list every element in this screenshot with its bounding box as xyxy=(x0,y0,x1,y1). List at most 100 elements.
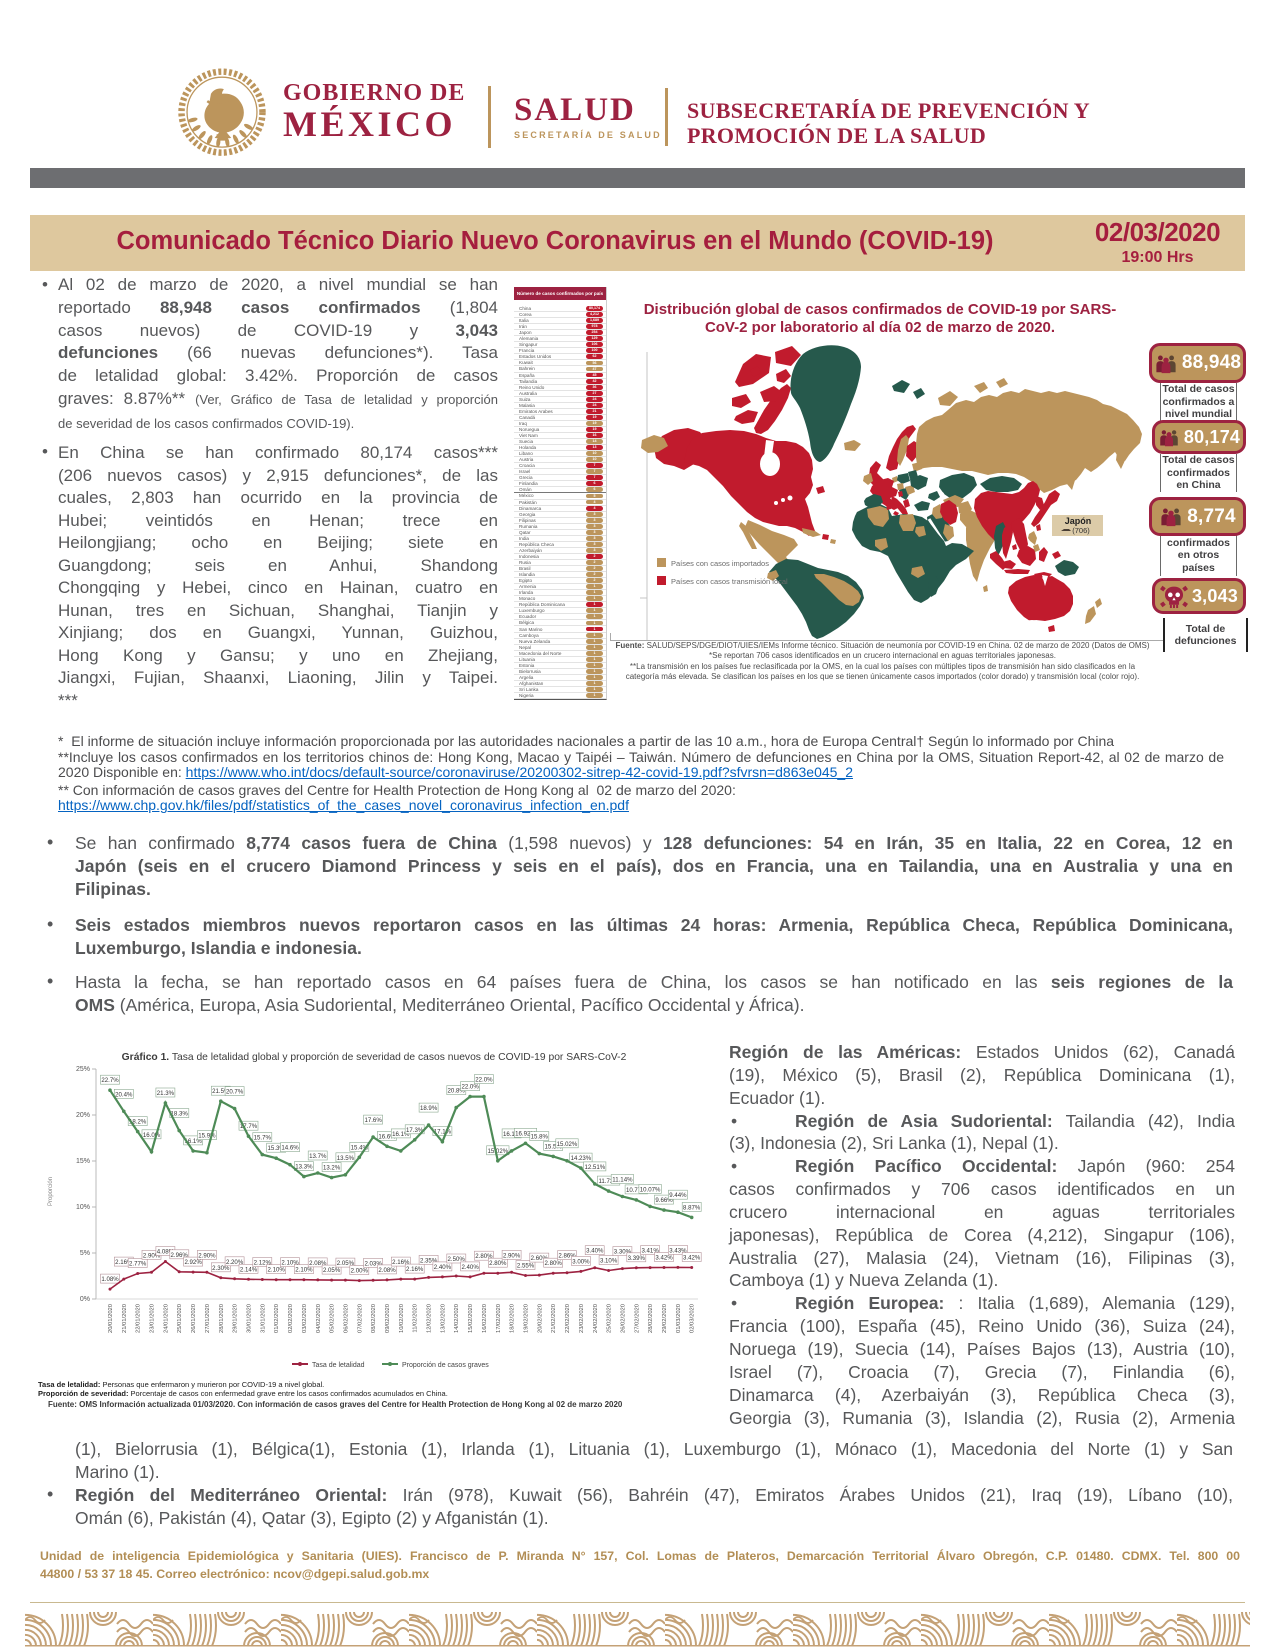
svg-text:20.8%: 20.8% xyxy=(448,1088,466,1095)
svg-text:22.7%: 22.7% xyxy=(101,1077,119,1084)
svg-text:2.00%: 2.00% xyxy=(351,1268,369,1275)
svg-text:2.80%: 2.80% xyxy=(489,1260,507,1267)
svg-text:11.14%: 11.14% xyxy=(612,1177,633,1184)
svg-text:15.8%: 15.8% xyxy=(531,1134,549,1141)
svg-text:18.3%: 18.3% xyxy=(171,1111,189,1118)
svg-text:22.0%: 22.0% xyxy=(461,1084,479,1091)
svg-text:2.03%: 2.03% xyxy=(364,1260,382,1267)
svg-text:21.3%: 21.3% xyxy=(157,1090,175,1097)
svg-text:21/01/2020: 21/01/2020 xyxy=(122,1304,128,1333)
svg-text:2.90%: 2.90% xyxy=(198,1252,216,1259)
svg-text:16.6%: 16.6% xyxy=(378,1133,396,1140)
svg-text:2.40%: 2.40% xyxy=(434,1264,452,1271)
svg-text:Fuente: OMS Información actual: Fuente: OMS Información actualizada 01/0… xyxy=(48,1400,623,1409)
svg-text:2.05%: 2.05% xyxy=(337,1260,355,1267)
svg-text:01/02/2020: 01/02/2020 xyxy=(274,1304,280,1333)
svg-text:17.3%: 17.3% xyxy=(406,1127,424,1134)
svg-text:16.1%: 16.1% xyxy=(184,1138,202,1145)
svg-text:11/02/2020: 11/02/2020 xyxy=(413,1304,419,1333)
svg-text:31/01/2020: 31/01/2020 xyxy=(260,1304,266,1333)
svg-text:08/02/2020: 08/02/2020 xyxy=(371,1304,377,1333)
svg-text:29/02/2020: 29/02/2020 xyxy=(662,1304,668,1333)
svg-text:2.14%: 2.14% xyxy=(240,1266,258,1273)
svg-text:22.0%: 22.0% xyxy=(475,1077,493,1084)
svg-text:14.23%: 14.23% xyxy=(571,1155,592,1162)
svg-text:18/02/2020: 18/02/2020 xyxy=(510,1304,516,1333)
svg-text:20/02/2020: 20/02/2020 xyxy=(537,1304,543,1333)
svg-text:16.0%: 16.0% xyxy=(143,1132,161,1139)
svg-text:8.87%: 8.87% xyxy=(683,1204,701,1211)
svg-text:Tasa de letalidad: Tasa de letalidad xyxy=(312,1362,365,1369)
svg-text:30/01/2020: 30/01/2020 xyxy=(247,1304,253,1333)
svg-text:19/02/2020: 19/02/2020 xyxy=(524,1304,530,1333)
svg-text:3.41%: 3.41% xyxy=(641,1248,659,1255)
svg-text:20/01/2020: 20/01/2020 xyxy=(108,1304,114,1333)
svg-text:01/03/2020: 01/03/2020 xyxy=(676,1304,682,1333)
svg-text:27/01/2020: 27/01/2020 xyxy=(205,1304,211,1333)
svg-text:2.10%: 2.10% xyxy=(295,1267,313,1274)
svg-text:20.4%: 20.4% xyxy=(115,1091,133,1098)
svg-text:23/01/2020: 23/01/2020 xyxy=(150,1304,156,1333)
svg-text:14.6%: 14.6% xyxy=(281,1145,299,1152)
svg-text:17.7%: 17.7% xyxy=(240,1123,258,1130)
svg-text:22/02/2020: 22/02/2020 xyxy=(565,1304,571,1333)
svg-text:15/02/2020: 15/02/2020 xyxy=(468,1304,474,1333)
svg-text:21.5%: 21.5% xyxy=(212,1088,230,1095)
svg-text:11.73%: 11.73% xyxy=(598,1178,619,1185)
svg-text:4.08%: 4.08% xyxy=(157,1249,175,1256)
svg-text:2.10%: 2.10% xyxy=(268,1267,286,1274)
svg-text:24/02/2020: 24/02/2020 xyxy=(593,1304,599,1333)
svg-text:Tasa de letalidad: Personas qu: Tasa de letalidad: Personas que enfermar… xyxy=(38,1380,324,1389)
svg-text:14/02/2020: 14/02/2020 xyxy=(454,1304,460,1333)
svg-text:(706): (706) xyxy=(1072,526,1090,535)
svg-text:27/02/2020: 27/02/2020 xyxy=(634,1304,640,1333)
svg-text:Proporción: Proporción xyxy=(48,1177,54,1206)
svg-text:3.42%: 3.42% xyxy=(655,1255,673,1262)
svg-text:16.1%: 16.1% xyxy=(392,1131,410,1138)
svg-text:13/02/2020: 13/02/2020 xyxy=(440,1304,446,1333)
svg-text:04/02/2020: 04/02/2020 xyxy=(316,1304,322,1333)
svg-text:28/01/2020: 28/01/2020 xyxy=(219,1304,225,1333)
svg-text:16.92%: 16.92% xyxy=(515,1130,536,1137)
svg-text:10/02/2020: 10/02/2020 xyxy=(399,1304,405,1333)
svg-text:15.02%: 15.02% xyxy=(487,1148,508,1155)
svg-text:2.12%: 2.12% xyxy=(254,1260,272,1267)
svg-text:2.96%: 2.96% xyxy=(171,1252,189,1259)
svg-text:2.92%: 2.92% xyxy=(184,1259,202,1266)
svg-text:15.5%: 15.5% xyxy=(545,1143,563,1150)
svg-text:06/02/2020: 06/02/2020 xyxy=(343,1304,349,1333)
svg-text:2.16%: 2.16% xyxy=(115,1259,133,1266)
svg-text:24/01/2020: 24/01/2020 xyxy=(163,1304,169,1333)
svg-text:3.42%: 3.42% xyxy=(683,1255,701,1262)
svg-text:15.02%: 15.02% xyxy=(557,1141,578,1148)
svg-text:21/02/2020: 21/02/2020 xyxy=(551,1304,557,1333)
svg-text:2.90%: 2.90% xyxy=(503,1252,521,1259)
svg-text:13.5%: 13.5% xyxy=(337,1155,355,1162)
svg-text:3.43%: 3.43% xyxy=(669,1247,687,1254)
svg-text:25%: 25% xyxy=(76,1066,90,1073)
svg-text:3.10%: 3.10% xyxy=(600,1258,618,1265)
svg-text:2.08%: 2.08% xyxy=(378,1267,396,1274)
svg-text:16/02/2020: 16/02/2020 xyxy=(482,1304,488,1333)
svg-text:20.7%: 20.7% xyxy=(226,1089,244,1096)
svg-text:2.16%: 2.16% xyxy=(406,1266,424,1273)
svg-text:22/01/2020: 22/01/2020 xyxy=(136,1304,142,1333)
svg-text:Japón: Japón xyxy=(1065,516,1092,526)
svg-text:3.39%: 3.39% xyxy=(628,1255,646,1262)
svg-text:02/03/2020: 02/03/2020 xyxy=(690,1304,696,1333)
svg-text:12.51%: 12.51% xyxy=(584,1164,605,1171)
svg-text:25/02/2020: 25/02/2020 xyxy=(607,1304,613,1333)
svg-text:3.00%: 3.00% xyxy=(572,1258,590,1265)
svg-text:Gráfico 1. Tasa de letalidad g: Gráfico 1. Tasa de letalidad global y pr… xyxy=(122,1052,627,1063)
svg-text:2.05%: 2.05% xyxy=(323,1267,341,1274)
svg-text:Proporción de casos graves: Proporción de casos graves xyxy=(402,1362,489,1369)
svg-text:2.77%: 2.77% xyxy=(129,1261,147,1268)
svg-text:13.2%: 13.2% xyxy=(323,1165,341,1172)
svg-text:02/02/2020: 02/02/2020 xyxy=(288,1304,294,1333)
svg-text:2.35%: 2.35% xyxy=(420,1257,438,1264)
svg-text:2.40%: 2.40% xyxy=(461,1264,479,1271)
svg-text:15.4%: 15.4% xyxy=(351,1144,369,1151)
svg-text:15%: 15% xyxy=(76,1158,90,1165)
svg-text:Países con casos transmisión l: Países con casos transmisión local xyxy=(671,577,788,586)
svg-text:2.60%: 2.60% xyxy=(531,1255,549,1262)
